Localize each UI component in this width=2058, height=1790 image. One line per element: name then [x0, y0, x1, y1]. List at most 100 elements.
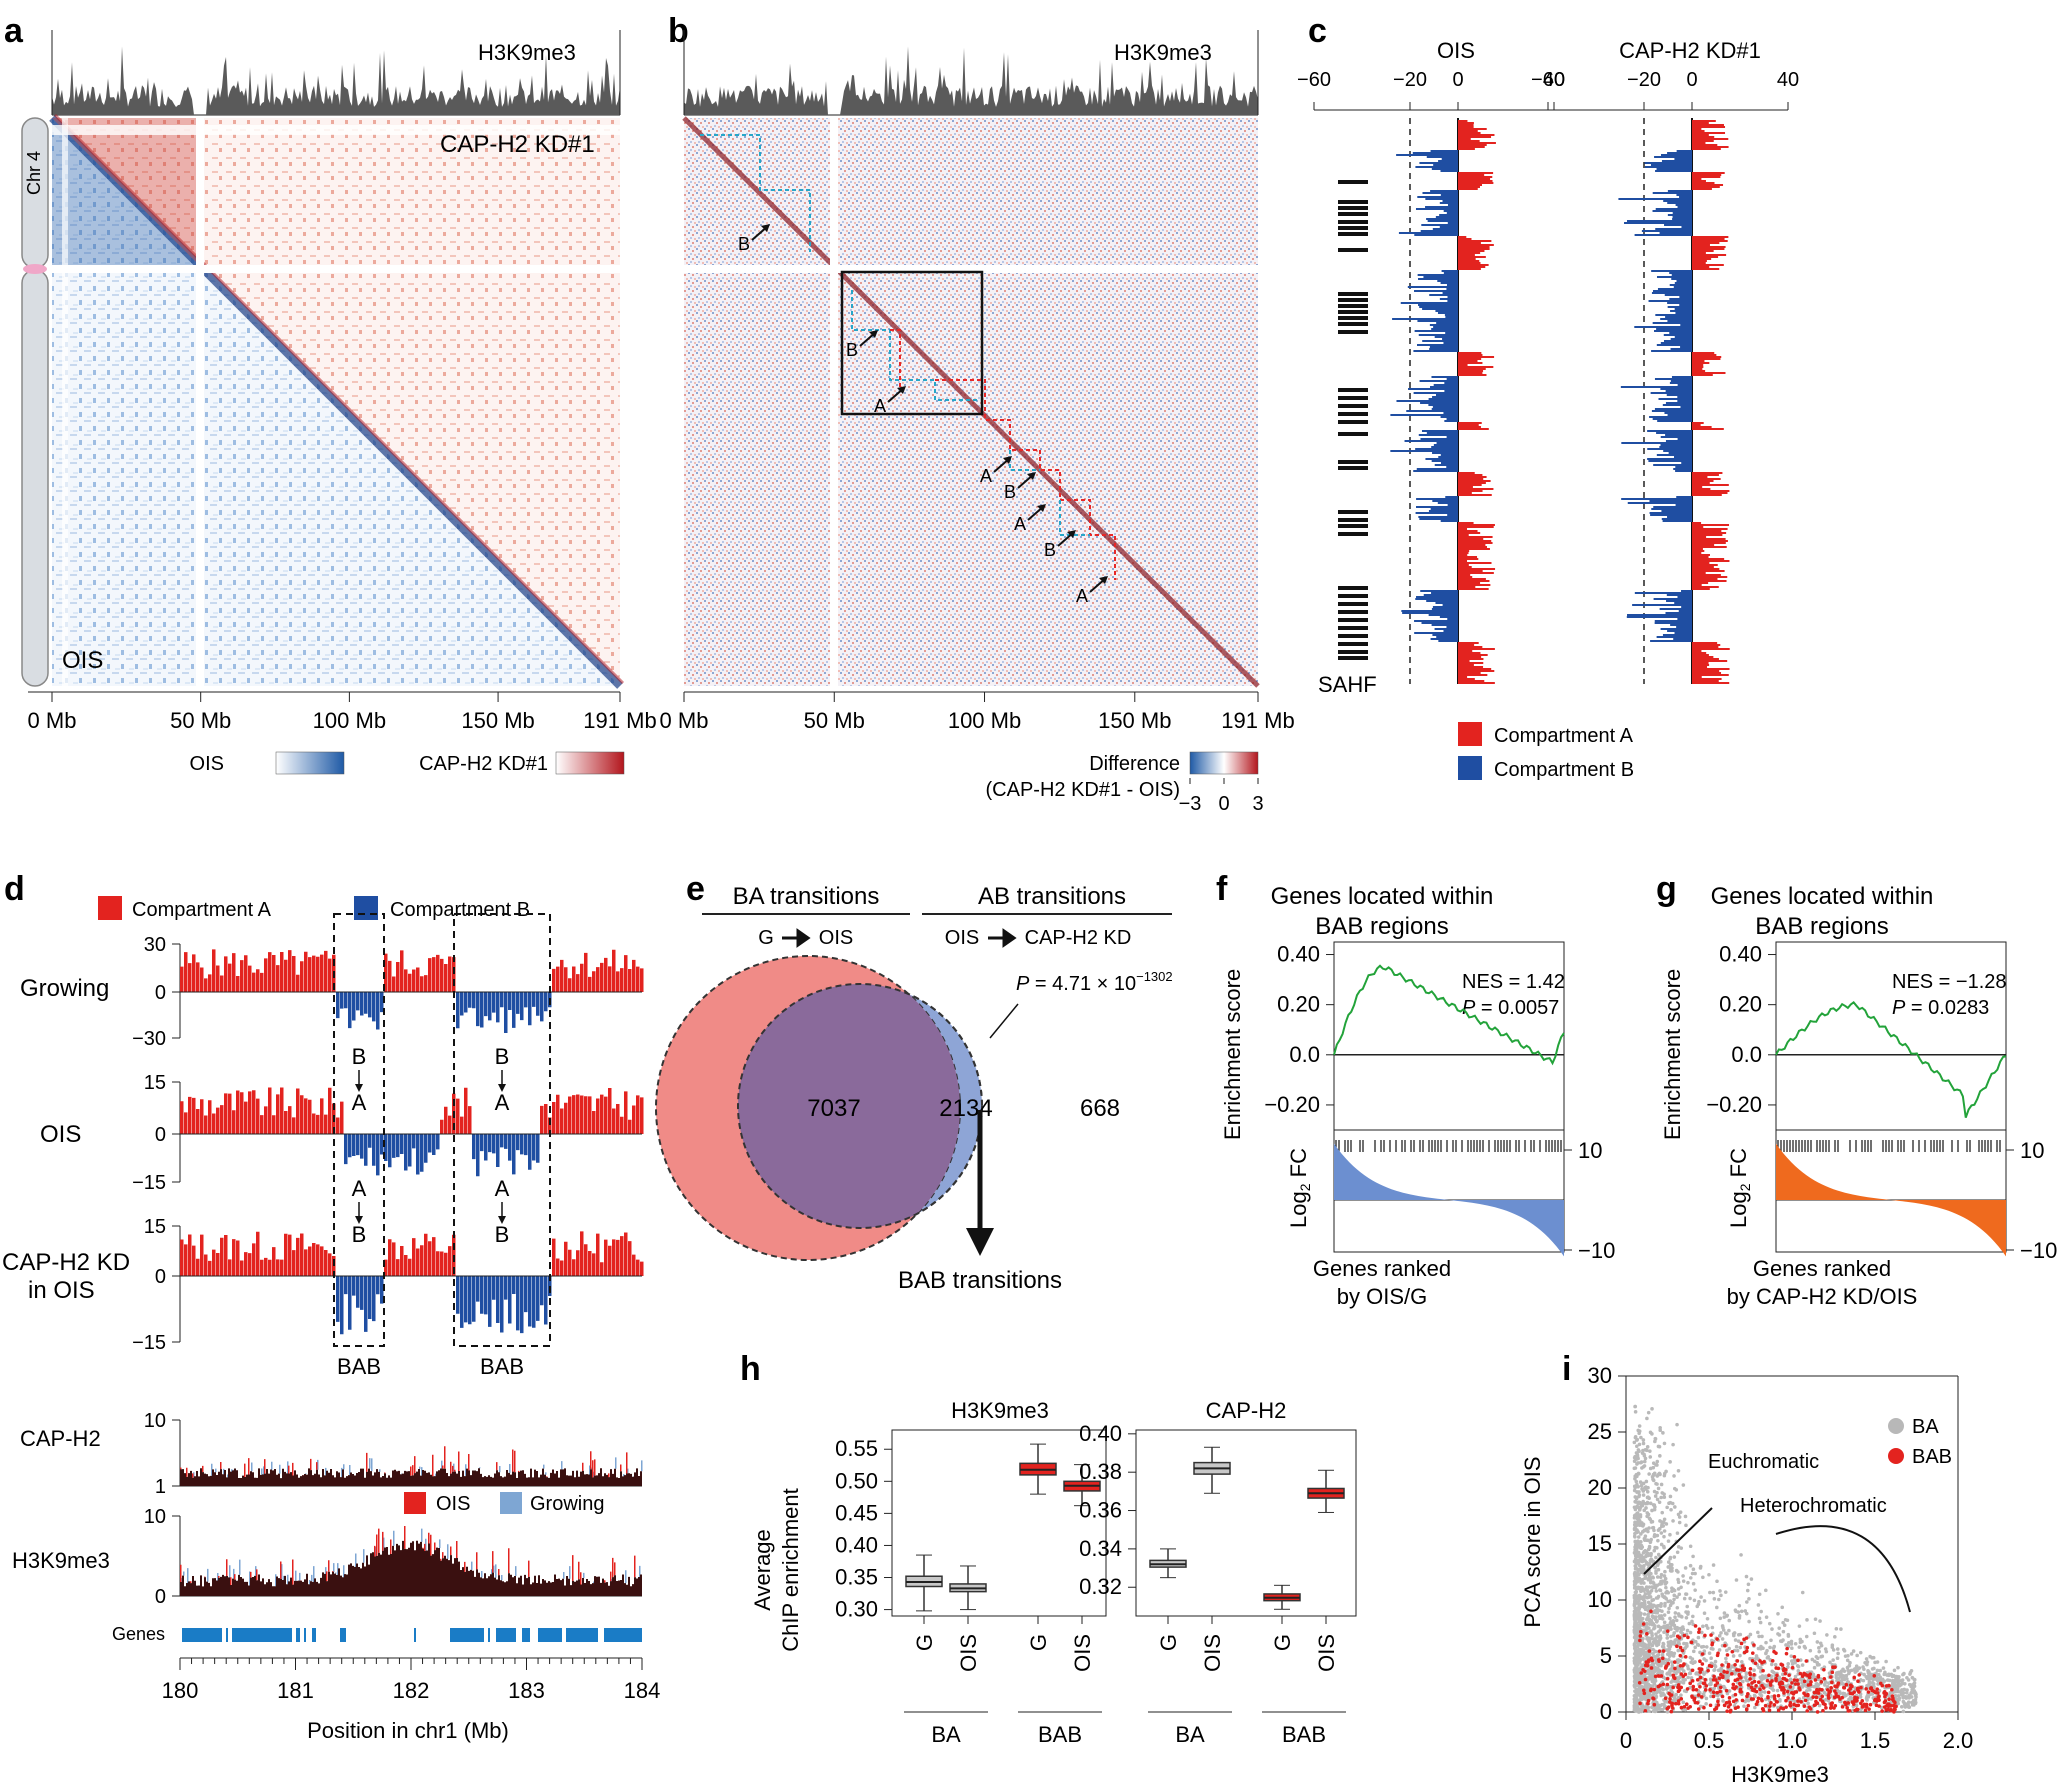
es-tick: 0.40 [1277, 942, 1320, 967]
sahf-label: SAHF [1318, 672, 1377, 697]
difference-tick: 0 [1218, 793, 1229, 815]
panel-a-heatmap: CAP-H2 KD#1 OIS [49, 113, 625, 689]
domain-marker: A [1014, 514, 1026, 534]
x-tick-label: 50 Mb [804, 708, 865, 733]
panel-c: c OIS CAP-H2 KD#1 −60 −20 0 40 −60 −20 0 40 SA… [1297, 12, 1799, 781]
h-group: BAB [1282, 1722, 1326, 1747]
i-y-tick: 10 [1588, 1587, 1612, 1612]
h-y-tick: 0.34 [1079, 1536, 1122, 1561]
track-kd-label: CAP-H2 KD [2, 1249, 130, 1276]
domain-marker: B [846, 340, 858, 360]
ab-sub-kd: CAP-H2 KD [1025, 927, 1132, 949]
panel-b-label: b [668, 12, 689, 50]
panel-b-x-axis: 0 Mb 50 Mb 100 Mb 150 Mb 191 Mb [660, 691, 1295, 733]
legend-compartment-a-swatch [1458, 722, 1482, 746]
heterochromatic-annotation: Heterochromatic [1740, 1495, 1887, 1517]
es-tick: −0.20 [1264, 1092, 1320, 1117]
panel-a-upper-label: CAP-H2 KD#1 [440, 131, 595, 158]
transition-from: A [352, 1176, 367, 1201]
legend-compartment-b: Compartment B [1494, 759, 1634, 781]
d-y-tick: 15 [144, 1216, 166, 1238]
h-x-tick: G [1156, 1634, 1181, 1651]
legend-compartment-b-swatch [1458, 756, 1482, 780]
panel-g-fc-label: Log2 FC [1726, 1148, 1753, 1228]
d-chip-tick: 10 [144, 1410, 166, 1432]
d-compartment-a [180, 1087, 644, 1134]
fc-tick: −10 [1578, 1238, 1615, 1263]
compartment-a-bars [1458, 120, 1496, 684]
legend-compartment-a: Compartment A [1494, 725, 1634, 747]
legend-bab: BAB [1912, 1446, 1952, 1468]
h-y-tick: 0.35 [835, 1565, 878, 1590]
genes-label: Genes [112, 1624, 165, 1644]
h-y-tick: 0.32 [1079, 1574, 1122, 1599]
venn-right-count: 668 [1080, 1095, 1120, 1122]
domain-marker: B [1004, 482, 1016, 502]
panel-a-label: a [4, 12, 24, 50]
ab-sub-ois: OIS [945, 927, 979, 949]
es-tick: 0.20 [1277, 992, 1320, 1017]
sahf-bars [1338, 180, 1368, 660]
domain-marker: B [738, 234, 750, 254]
panel-f: f Genes located within BAB regions NES =… [1216, 870, 1615, 1309]
genes-track [182, 1628, 642, 1642]
venn-pvalue: P = 4.71 × 10−1302 [1016, 969, 1173, 995]
es-tick: −0.20 [1706, 1092, 1762, 1117]
enrichment-curve [1333, 964, 1565, 1066]
ab-transitions-label: AB transitions [978, 883, 1126, 910]
c-tick: 40 [1777, 69, 1799, 91]
panel-a-track-label: H3K9me3 [478, 40, 576, 65]
h-y-tick: 0.45 [835, 1500, 878, 1525]
i-x-tick: 0.5 [1694, 1728, 1725, 1753]
c-tick: −20 [1393, 69, 1427, 91]
panel-g-label: g [1656, 870, 1677, 908]
panel-f-ylabel: Enrichment score [1220, 969, 1245, 1140]
x-tick-label: 100 Mb [313, 708, 386, 733]
ois-compartment-track [1390, 120, 1496, 684]
i-x-tick: 1.0 [1777, 1728, 1808, 1753]
domain-marker: B [1044, 540, 1056, 560]
h-x-tick: G [1026, 1634, 1051, 1651]
legend-ois-swatch [275, 751, 345, 775]
panel-g-title-2: BAB regions [1755, 913, 1888, 940]
x-tick-label: 100 Mb [948, 708, 1021, 733]
d-legend-ois: OIS [436, 1493, 470, 1515]
panel-h-ylabel-1: Average [750, 1529, 775, 1611]
panel-g-xlabel-2: by CAP-H2 KD/OIS [1727, 1284, 1918, 1309]
panel-a-track-shape [52, 46, 620, 115]
h-group: BA [931, 1722, 961, 1747]
panel-h-label: h [740, 1350, 761, 1388]
euchromatic-annotation: Euchromatic [1708, 1451, 1819, 1473]
panel-a-lower-label: OIS [62, 647, 103, 674]
bab-points [1637, 1609, 1898, 1714]
ba-sub-g: G [758, 927, 774, 949]
h3k9me3-track-label: H3K9me3 [12, 1548, 110, 1573]
i-x-tick: 2.0 [1943, 1728, 1974, 1753]
d-x-tick: 181 [277, 1678, 314, 1703]
d-chip-tick: 10 [144, 1506, 166, 1528]
panel-f-title-2: BAB regions [1315, 913, 1448, 940]
h-y-tick: 0.55 [835, 1436, 878, 1461]
log2fc-area [1776, 1143, 2006, 1257]
panel-f-pvalue: P = 0.0057 [1462, 997, 1559, 1019]
d-y-tick: 15 [144, 1072, 166, 1094]
d-legend-growing-swatch [500, 1492, 522, 1514]
d-x-tick: 180 [162, 1678, 199, 1703]
d-compartment-a [180, 1231, 644, 1276]
domain-marker: A [1076, 586, 1088, 606]
domain-marker: A [874, 396, 886, 416]
fc-tick: 10 [2020, 1138, 2044, 1163]
transition-to: B [495, 1222, 510, 1247]
d-y-tick: 30 [144, 934, 166, 956]
es-tick: 0.20 [1719, 992, 1762, 1017]
transition-to: A [495, 1090, 510, 1115]
c-tick: 0 [1452, 69, 1463, 91]
h-y-tick: 0.38 [1079, 1459, 1122, 1484]
panel-g-ylabel: Enrichment score [1660, 969, 1685, 1140]
gene-hit-ticks [1335, 1140, 1562, 1152]
panel-f-label: f [1216, 870, 1228, 908]
ba-transitions-label: BA transitions [733, 883, 880, 910]
c-tick: −60 [1531, 69, 1565, 91]
